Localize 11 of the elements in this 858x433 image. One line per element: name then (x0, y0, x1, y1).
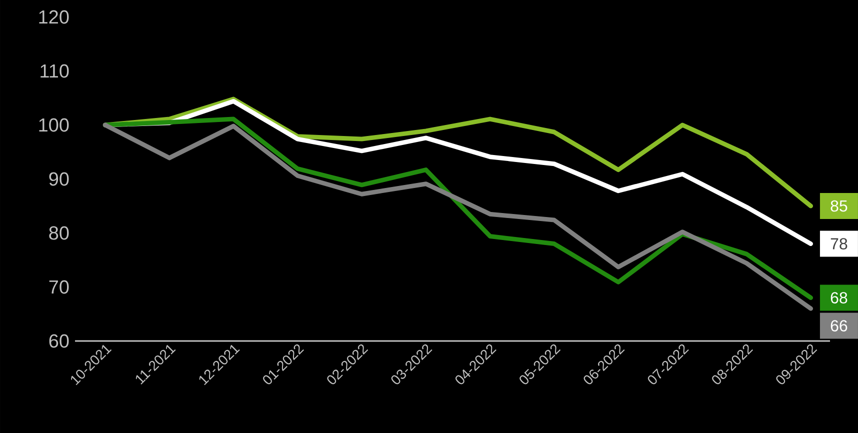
y-tick-label: 100 (39, 118, 69, 132)
data-label: 66 (830, 320, 848, 332)
y-tick-label: 80 (49, 226, 69, 240)
data-label: 68 (830, 292, 848, 304)
y-tick-label: 60 (49, 334, 69, 348)
data-label: 85 (830, 200, 848, 212)
y-tick-label: 110 (40, 64, 69, 78)
y-tick-label: 70 (49, 280, 69, 294)
y-tick-label: 90 (49, 172, 69, 186)
y-tick-label: 120 (39, 10, 69, 24)
data-label: 78 (830, 238, 848, 250)
